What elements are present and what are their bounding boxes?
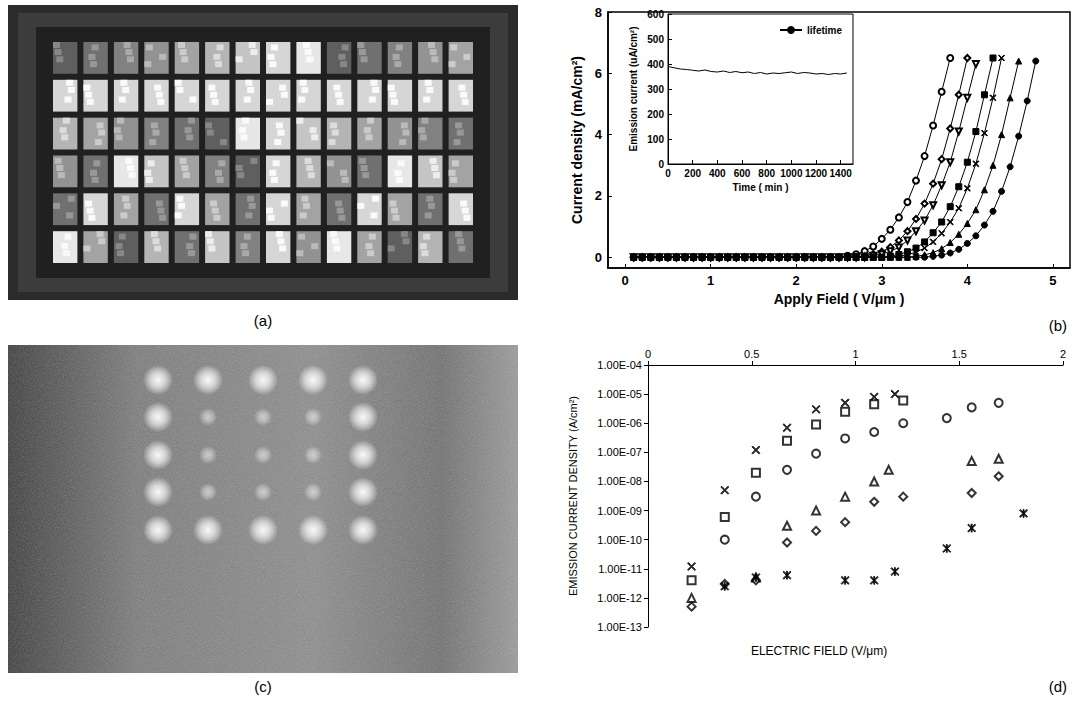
svg-text:1400: 1400 [830,168,853,179]
svg-text:200: 200 [647,109,664,120]
svg-text:400: 400 [647,59,664,70]
html-text:(c): (c) [254,678,272,695]
html-text:(a): (a) [253,312,273,329]
svg-text:600: 600 [647,9,664,20]
svg-text:Time ( min ): Time ( min ) [733,182,789,193]
html-text:(b): (b) [1048,317,1067,334]
html-text:(d): (d) [1048,678,1067,695]
svg-text:0: 0 [665,168,671,179]
svg-text:1.00E-05: 1.00E-05 [597,388,642,400]
svg-text:600: 600 [734,168,751,179]
svg-text:6: 6 [595,66,602,81]
svg-text:2: 2 [1060,348,1066,360]
svg-text:Apply Field ( V/μm ): Apply Field ( V/μm ) [774,291,905,307]
svg-text:1000: 1000 [780,168,803,179]
svg-text:1200: 1200 [805,168,828,179]
svg-text:2: 2 [793,273,800,288]
svg-text:2: 2 [595,188,602,203]
svg-text:4: 4 [595,127,603,142]
svg-text:4: 4 [964,273,972,288]
svg-text:Emission current (uA/cm²): Emission current (uA/cm²) [628,26,639,151]
svg-text:1.00E-10: 1.00E-10 [597,534,642,546]
svg-text:1.00E-12: 1.00E-12 [597,592,642,604]
svg-text:0: 0 [595,250,602,265]
svg-text:8: 8 [595,5,602,20]
svg-text:0: 0 [621,273,628,288]
svg-text:ELECTRIC FIELD (V/μm): ELECTRIC FIELD (V/μm) [751,644,887,658]
svg-text:3: 3 [878,273,885,288]
svg-text:lifetime: lifetime [807,25,842,36]
svg-text:1.00E-11: 1.00E-11 [598,563,642,575]
svg-text:1.00E-09: 1.00E-09 [597,505,642,517]
svg-text:1: 1 [852,348,858,360]
svg-text:300: 300 [647,84,664,95]
svg-text:Current density (mA/cm²): Current density (mA/cm²) [569,56,585,224]
svg-text:0.5: 0.5 [744,348,759,360]
svg-text:0: 0 [645,348,651,360]
svg-text:1.00E-08: 1.00E-08 [597,475,642,487]
svg-text:1.5: 1.5 [952,348,967,360]
svg-text:1.00E-07: 1.00E-07 [597,446,642,458]
svg-text:1.00E-13: 1.00E-13 [597,621,642,633]
svg-text:500: 500 [647,34,664,45]
svg-text:0: 0 [658,159,664,170]
svg-text:800: 800 [758,168,775,179]
svg-text:200: 200 [684,168,701,179]
svg-text:1: 1 [707,273,714,288]
svg-text:5: 5 [1049,273,1056,288]
svg-text:1.00E-06: 1.00E-06 [597,417,642,429]
svg-text:100: 100 [647,134,664,145]
svg-text:1.00E-04: 1.00E-04 [597,359,642,371]
svg-text:400: 400 [709,168,726,179]
svg-text:EMISSION CURRENT DENSITY (A/cm: EMISSION CURRENT DENSITY (A/cm²) [567,396,579,596]
